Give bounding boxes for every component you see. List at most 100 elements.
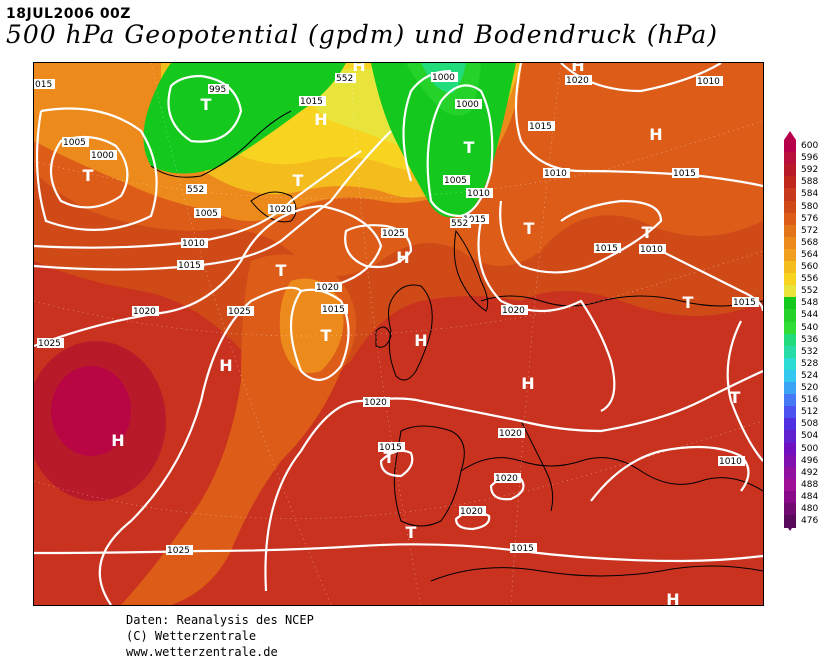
low-pressure-marker: T <box>524 219 535 238</box>
legend-swatch <box>784 321 796 335</box>
legend-entry: 548 <box>784 297 828 310</box>
legend-value: 520 <box>801 383 819 393</box>
isobar-label-bg <box>462 214 489 224</box>
high-pressure-marker: H <box>314 110 327 129</box>
legend-entry: 588 <box>784 176 828 189</box>
legend-entry: 576 <box>784 212 828 226</box>
legend-entry: 484 <box>784 490 828 504</box>
legend-entry: 504 <box>784 430 828 443</box>
isobar-label-bg <box>132 306 159 316</box>
high-pressure-marker: H <box>571 63 584 75</box>
legend-entry: 544 <box>784 309 828 322</box>
isobar-label-bg <box>672 168 699 178</box>
legend-swatch <box>784 152 796 165</box>
isobar <box>514 63 763 188</box>
legend-swatch <box>784 285 796 298</box>
legend-value: 564 <box>801 249 819 260</box>
isobar-label-bg <box>227 306 254 316</box>
legend-swatch <box>784 357 796 371</box>
isobar <box>344 224 413 269</box>
low-pressure-marker: T <box>83 166 94 185</box>
lat-lon-grid <box>34 63 763 605</box>
isobar-label: 1020 <box>499 429 522 439</box>
legend-swatch <box>784 466 796 480</box>
isobar-label: 1000 <box>432 73 455 83</box>
weather-map: 1005 1000 1005 1010 1015 1020 1025 1025 1020 1015… <box>33 62 764 606</box>
legend-value: 580 <box>801 201 819 212</box>
legend-entry: 540 <box>784 321 828 335</box>
isobar-label-bg <box>732 297 759 307</box>
isobar-label-bg <box>594 243 621 253</box>
isobar-label-bg <box>34 79 55 89</box>
isobar-label-bg <box>501 305 528 315</box>
legend-value: 524 <box>801 370 819 381</box>
coastline-africa <box>430 565 763 582</box>
legend-swatch <box>784 369 796 383</box>
legend-entry: 584 <box>784 188 828 201</box>
color-scale-legend: 600 596 592 588 584 580 576 572 568 564 560 556 552 5… <box>784 131 828 531</box>
isobar-label-bg <box>378 442 405 452</box>
low-pressure-marker: T <box>201 95 212 114</box>
coastline-iceland <box>250 191 297 223</box>
isobar-label-bg <box>194 208 221 218</box>
high-pressure-marker: H <box>414 331 427 350</box>
isobar-label-bg <box>208 84 229 94</box>
legend-entry: 560 <box>784 261 828 274</box>
isobar-label-bg <box>381 228 408 238</box>
high-pressure-marker: H <box>649 125 662 144</box>
isobar-label-bg <box>431 72 458 82</box>
legend-swatch <box>784 248 796 262</box>
legend-value: 548 <box>801 298 819 309</box>
isobar <box>726 320 763 462</box>
legend-value: 556 <box>801 274 819 285</box>
legend-swatch <box>784 236 796 250</box>
isobar-label-bg <box>181 238 208 248</box>
isobar-label: 552 <box>451 219 468 229</box>
isobar <box>167 74 243 143</box>
legend-swatch <box>784 200 796 214</box>
legend-entry: 536 <box>784 333 828 347</box>
low-pressure-marker: T <box>406 523 417 542</box>
isobar-label: 1015 <box>379 443 402 453</box>
low-pressure-marker: T <box>293 171 304 190</box>
legend-value: 480 <box>801 504 819 514</box>
coastline-scandinavia <box>453 229 489 312</box>
isobar-label: 1020 <box>460 507 483 517</box>
credits-url[interactable]: www.wetterzentrale.de <box>126 645 278 659</box>
isobar-label-bg <box>299 96 326 106</box>
legend-value: 512 <box>801 407 819 418</box>
legend-swatch <box>784 297 796 310</box>
high-pressure-marker: H <box>521 374 534 393</box>
legend-entry: 600 <box>784 140 828 153</box>
map-title: 500 hPa Geopotential (gpdm) und Bodendru… <box>6 20 719 49</box>
isobar-label-bg <box>494 473 521 483</box>
isobar <box>426 84 494 218</box>
isobar-label-layer: 1005100010051010101510201025102510201015… <box>34 72 759 556</box>
isobar-label: 1015 <box>300 97 323 107</box>
low-pressure-marker: T <box>276 261 287 280</box>
coastline-britain <box>388 284 433 381</box>
legend-value: 596 <box>801 153 819 164</box>
isobar-label-bg <box>639 244 666 254</box>
legend-swatch <box>784 273 796 286</box>
legend-value: 488 <box>801 479 819 490</box>
legend-value: 568 <box>801 237 819 248</box>
legend-swatch <box>784 188 796 201</box>
legend-value: 560 <box>801 262 819 272</box>
color-zone <box>143 63 346 174</box>
legend-entry: 572 <box>784 224 828 238</box>
isobar-label-bg <box>718 456 745 466</box>
isobar-label: 1015 <box>733 298 756 308</box>
high-pressure-marker: H <box>111 431 124 450</box>
legend-value: 476 <box>801 516 819 527</box>
legend-swatch <box>784 224 796 238</box>
legend-swatch <box>784 442 796 456</box>
isobar-label: 552 <box>336 74 353 84</box>
legend-swatch <box>784 333 796 347</box>
legend-swatch <box>784 406 796 419</box>
credits: Daten: Reanalysis des NCEP (C) Wetterzen… <box>126 612 314 660</box>
legend-swatch <box>784 140 796 153</box>
isobar-label-bg <box>696 76 723 86</box>
isobar-label: 1005 <box>444 176 467 186</box>
isobar-label-bg <box>363 397 390 407</box>
